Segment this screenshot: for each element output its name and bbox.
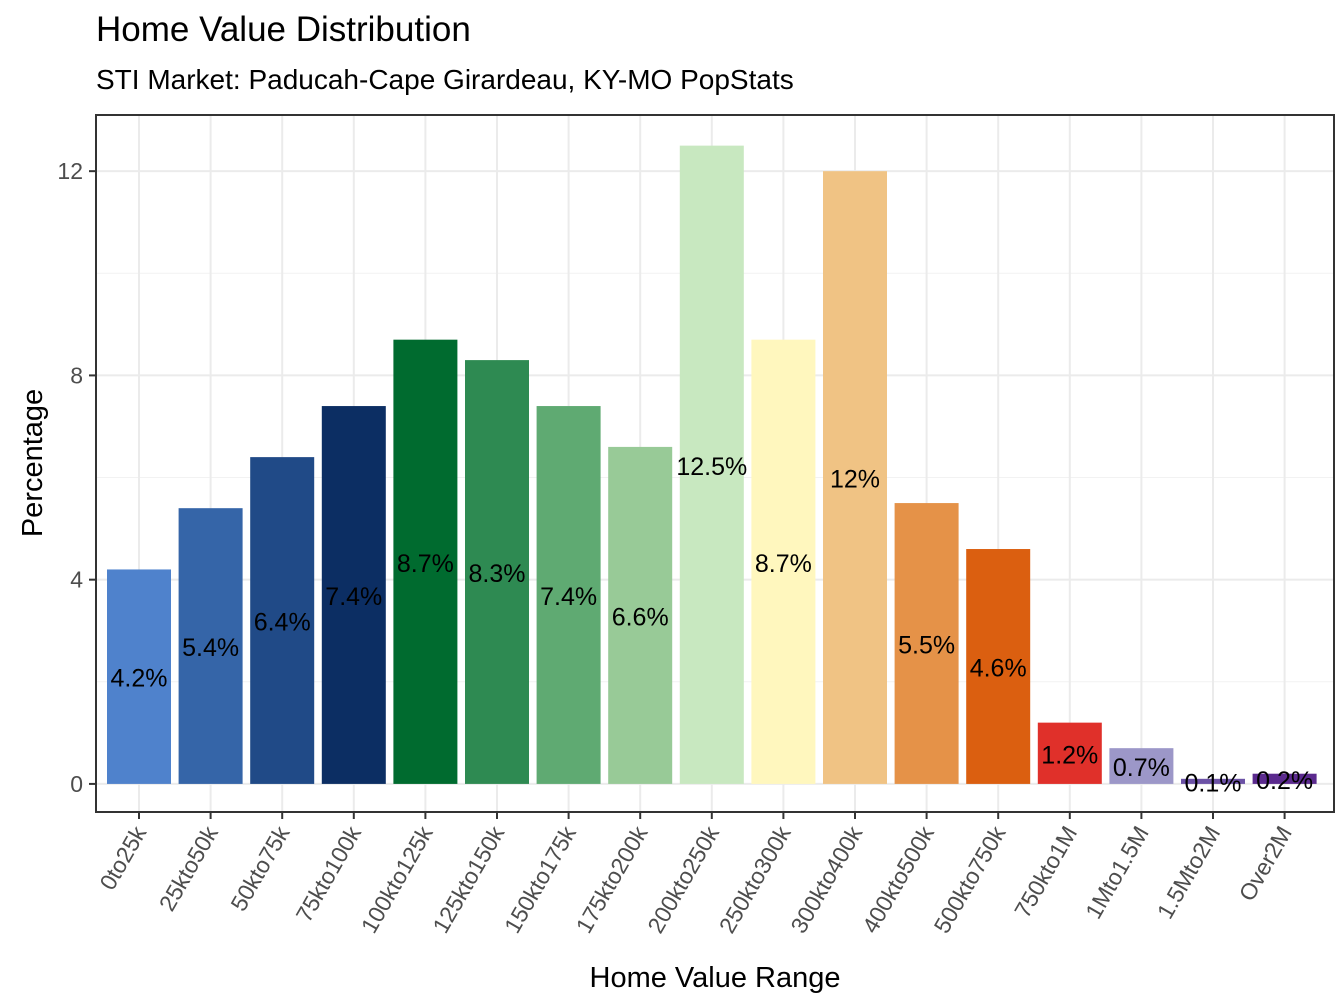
data-label-100kto125k: 8.7% bbox=[397, 550, 454, 578]
x-tick-label: 25kto50k bbox=[154, 821, 223, 915]
bar-100kto125k bbox=[393, 339, 458, 784]
x-tick-label: 75kto100k bbox=[291, 821, 367, 926]
bar-1Mto1.5M bbox=[1109, 748, 1174, 784]
x-axis-title: Home Value Range bbox=[590, 962, 841, 994]
bar-175kto200k bbox=[608, 446, 673, 784]
data-label-500kto750k: 4.6% bbox=[970, 654, 1027, 682]
x-tick-label: 500kto750k bbox=[929, 821, 1011, 937]
x-tick-label: 0to25k bbox=[94, 821, 151, 894]
plot-border bbox=[95, 114, 1335, 813]
chart-subtitle: STI Market: Paducah-Cape Girardeau, KY-M… bbox=[96, 64, 794, 95]
data-labels: 4.2% 5.4% 6.4% 7.4% 8.7% 8.3% 7.4% 6.6% 12.5% 8.7… bbox=[111, 453, 1314, 798]
y-axis-title: Percentage bbox=[17, 389, 49, 537]
bar-200kto250k bbox=[679, 145, 744, 784]
bar-0to25k bbox=[107, 569, 171, 784]
bar-750kto1M bbox=[1037, 722, 1102, 784]
data-label-400kto500k: 5.5% bbox=[898, 631, 955, 659]
bar-75kto100k bbox=[321, 406, 386, 784]
y-tick-label: 8 bbox=[70, 362, 83, 388]
data-label-150kto175k: 7.4% bbox=[540, 583, 597, 611]
bar-Over2M bbox=[1252, 773, 1317, 784]
bar-400kto500k bbox=[894, 503, 959, 784]
bar-150kto175k bbox=[536, 406, 601, 784]
bar-50kto75k bbox=[250, 457, 315, 784]
y-tick-label: 0 bbox=[70, 771, 83, 797]
x-tick-label: Over2M bbox=[1234, 822, 1297, 906]
x-tick-label: 200kto250k bbox=[642, 821, 724, 937]
x-tick-label: 300kto400k bbox=[785, 821, 867, 937]
data-label-125kto150k: 8.3% bbox=[469, 560, 526, 588]
data-label-300kto400k: 12% bbox=[830, 466, 880, 494]
x-tick-label: 100kto125k bbox=[356, 821, 438, 937]
data-label-25kto50k: 5.4% bbox=[182, 634, 239, 662]
data-label-750kto1M: 1.2% bbox=[1041, 741, 1098, 769]
bar-250kto300k bbox=[751, 339, 816, 784]
x-tick-label: 250kto300k bbox=[714, 821, 796, 937]
data-label-75kto100k: 7.4% bbox=[325, 583, 382, 611]
data-label-50kto75k: 6.4% bbox=[254, 609, 311, 637]
x-tick-label: 750kto1M bbox=[1009, 822, 1082, 922]
data-label-200kto250k: 12.5% bbox=[676, 453, 747, 481]
bar-500kto750k bbox=[966, 549, 1031, 784]
chart-title: Home Value Distribution bbox=[96, 10, 471, 49]
bar-1.5Mto2M bbox=[1181, 778, 1245, 784]
data-label-175kto200k: 6.6% bbox=[612, 603, 669, 631]
data-label-0to25k: 4.2% bbox=[111, 665, 168, 693]
bar-300kto400k bbox=[823, 171, 887, 784]
x-tick-label: 175kto200k bbox=[571, 821, 653, 937]
bar-25kto50k bbox=[178, 508, 243, 784]
bars bbox=[107, 145, 1317, 784]
x-tick-label: 50kto75k bbox=[225, 821, 294, 915]
x-tick-label: 125kto150k bbox=[427, 821, 509, 937]
data-label-1Mto1.5M: 0.7% bbox=[1113, 754, 1170, 782]
data-label-Over2M: 0.2% bbox=[1256, 767, 1313, 795]
bar-125kto150k bbox=[465, 360, 529, 784]
x-tick-label: 1.5Mto2M bbox=[1152, 822, 1226, 924]
y-tick-label: 12 bbox=[57, 158, 83, 184]
x-tick-label: 400kto500k bbox=[857, 821, 939, 937]
x-tick-label: 150kto175k bbox=[499, 821, 581, 937]
y-tick-label: 4 bbox=[70, 567, 83, 593]
data-label-250kto300k: 8.7% bbox=[755, 550, 812, 578]
x-tick-label: 1Mto1.5M bbox=[1080, 822, 1154, 924]
data-label-1.5Mto2M: 0.1% bbox=[1185, 769, 1242, 797]
